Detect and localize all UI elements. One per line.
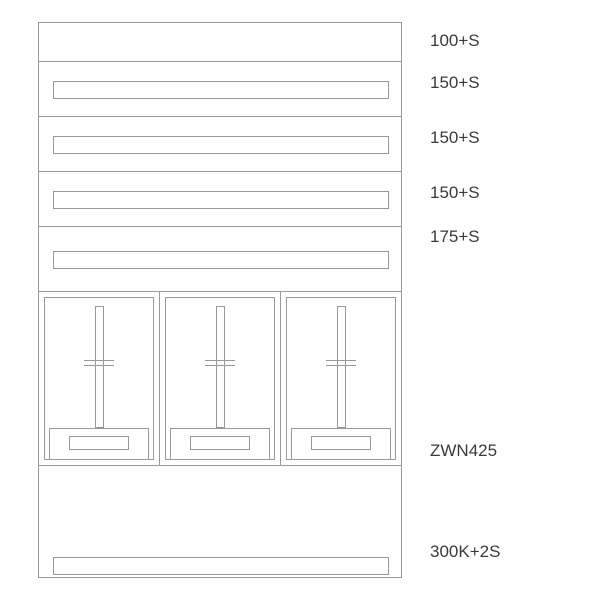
- meter-base-slot-2: [190, 436, 250, 450]
- meter-tee-1: [84, 360, 114, 366]
- slot-r3: [53, 136, 389, 154]
- meter-stem-2: [216, 306, 225, 428]
- row-r1: [38, 22, 402, 62]
- meter-inner-2: [165, 297, 275, 460]
- label-r1: 100+S: [430, 31, 480, 51]
- meter-tee-2: [205, 360, 235, 366]
- row-r6: [38, 292, 402, 466]
- row-r5: [38, 227, 402, 292]
- meter-tee-3: [326, 360, 356, 366]
- diagram-stage: 100+S 150+S 150+S 150+S 175+S ZWN425 300K+2S: [0, 0, 600, 600]
- label-r3: 150+S: [430, 128, 480, 148]
- row-r4: [38, 172, 402, 227]
- row-r3: [38, 117, 402, 172]
- meter-stem-3: [337, 306, 346, 428]
- label-r5: 175+S: [430, 227, 480, 247]
- meter-base-slot-1: [69, 436, 129, 450]
- meter-stem-1: [95, 306, 104, 428]
- label-r4: 150+S: [430, 183, 480, 203]
- slot-r4: [53, 191, 389, 209]
- label-r7: 300K+2S: [430, 542, 500, 562]
- label-r6: ZWN425: [430, 441, 497, 461]
- slot-r7: [53, 557, 389, 575]
- meter-inner-3: [286, 297, 396, 460]
- meter-base-slot-3: [311, 436, 371, 450]
- meter-cell-2: [159, 292, 280, 465]
- label-r2: 150+S: [430, 73, 480, 93]
- meter-inner-1: [44, 297, 154, 460]
- row-r7: [38, 466, 402, 578]
- meter-cell-1: [39, 292, 159, 465]
- slot-r2: [53, 81, 389, 99]
- slot-r5: [53, 251, 389, 269]
- row-r2: [38, 62, 402, 117]
- meter-cell-3: [280, 292, 401, 465]
